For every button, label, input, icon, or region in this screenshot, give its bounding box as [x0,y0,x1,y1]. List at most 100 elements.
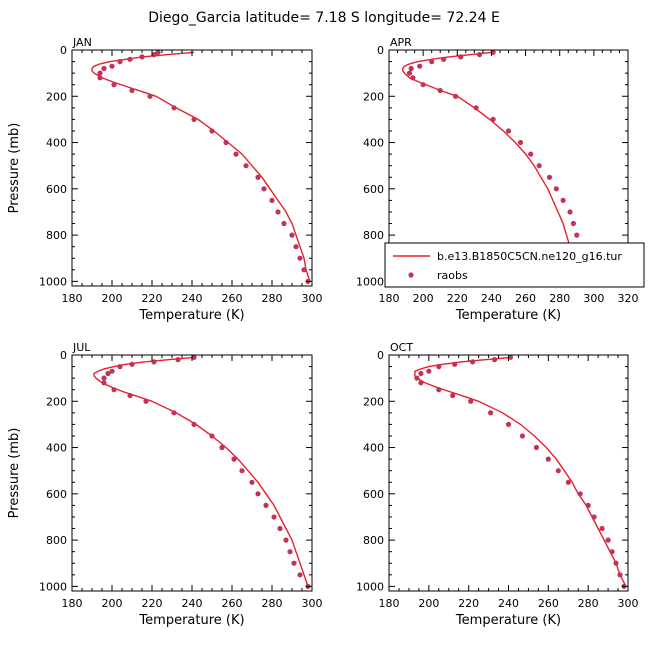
raobs-point [297,572,303,578]
raobs-point [613,560,619,566]
x-tick-label: 180 [379,292,400,305]
raobs-point [437,87,443,94]
y-tick-label: 800 [363,229,384,242]
raobs-point [171,410,177,416]
legend-raobs-label: raobs [437,269,468,282]
x-tick-label: 200 [102,292,123,305]
raobs-point [410,75,416,81]
raobs-point [574,232,580,238]
raobs-point [429,59,435,65]
raobs-point [533,444,540,451]
model-profile-line [93,356,309,587]
raobs-point [97,75,103,81]
x-tick-label: 300 [302,597,323,610]
raobs-point [505,421,512,427]
x-axis-label: Temperature (K) [455,308,561,323]
raobs-point [261,186,267,192]
x-tick-label: 220 [458,597,479,610]
raobs-point [249,479,255,485]
raobs-point [277,525,283,532]
raobs-point [420,82,426,88]
raobs-point [453,93,459,99]
panel-month-label: JAN [72,36,92,49]
raobs-point [271,514,277,520]
y-tick-label: 800 [46,229,67,242]
raobs-point [147,93,153,99]
y-tick-label: 0 [377,349,384,362]
raobs-point [101,375,107,381]
raobs-point [476,52,483,58]
x-tick-label: 280 [578,597,599,610]
raobs-point [599,525,605,532]
x-tick-label: 300 [583,292,604,305]
raobs-point [223,139,229,146]
figure-title: Diego_Garcia latitude= 7.18 S longitude=… [148,10,500,26]
raobs-point [139,54,145,60]
raobs-point [426,368,432,374]
y-tick-label: 0 [60,44,67,57]
raobs-point [191,421,197,427]
raobs-point [490,116,496,122]
y-tick-label: 200 [363,395,384,408]
raobs-point [175,357,181,363]
panel-month-label: APR [390,36,412,49]
raobs-point [301,267,307,273]
legend-model-label: b.e13.B1850C5CN.ne120_g16.tur [437,250,622,263]
x-tick-label: 220 [447,292,468,305]
raobs-point [545,456,551,462]
raobs-point [127,392,133,399]
y-tick-label: 200 [46,395,67,408]
raobs-point [528,151,534,157]
raobs-point [255,491,261,497]
raobs-point [458,54,464,60]
x-tick-label: 240 [182,597,203,610]
raobs-point [269,197,275,203]
legend-box [384,242,645,288]
raobs-point [171,105,177,111]
x-tick-label: 260 [222,597,243,610]
raobs-point [101,380,107,386]
raobs-point [417,63,423,69]
x-tick-label: 220 [142,292,163,305]
x-tick-label: 200 [418,597,439,610]
y-tick-label: 0 [60,349,67,362]
plot-area [414,355,627,590]
raobs-point [101,65,107,72]
raobs-point [536,163,542,169]
raobs-point [617,572,623,578]
x-axis-label: Temperature (K) [138,613,244,628]
raobs-point [109,368,115,374]
y-tick-label: 400 [363,137,384,150]
panel-oct: 180 200 220 240 260 280 300 0 200 400 600 800 1000 OC… [356,341,639,628]
x-tick-label: 180 [379,597,400,610]
y-axis-label: Pressure (mb) [7,428,22,519]
raobs-point [507,355,514,360]
x-axis-label: Temperature (K) [455,613,561,628]
raobs-point [151,359,157,365]
plot-frame [71,49,313,287]
x-tick-label: 240 [498,597,519,610]
raobs-point [519,433,526,439]
raobs-point [436,387,442,393]
raobs-point [127,56,133,62]
x-tick-label: 280 [262,597,283,610]
x-tick-label: 240 [182,292,203,305]
raobs-point [129,87,135,94]
x-tick-label: 240 [481,292,502,305]
y-tick-label: 600 [46,183,67,196]
raobs-point [297,255,303,261]
y-tick-label: 1000 [39,275,67,288]
plot-frame [388,354,629,592]
raobs-point [111,82,117,88]
raobs-point [109,63,115,69]
raobs-point [555,468,561,474]
raobs-point [570,220,577,227]
y-tick-label: 400 [46,137,67,150]
raobs-point [289,232,295,238]
raobs-point [111,387,117,393]
raobs-point [283,537,289,543]
y-tick-label: 1000 [39,580,67,593]
y-tick-label: 1000 [356,580,384,593]
y-axis-label: Pressure (mb) [7,123,22,214]
